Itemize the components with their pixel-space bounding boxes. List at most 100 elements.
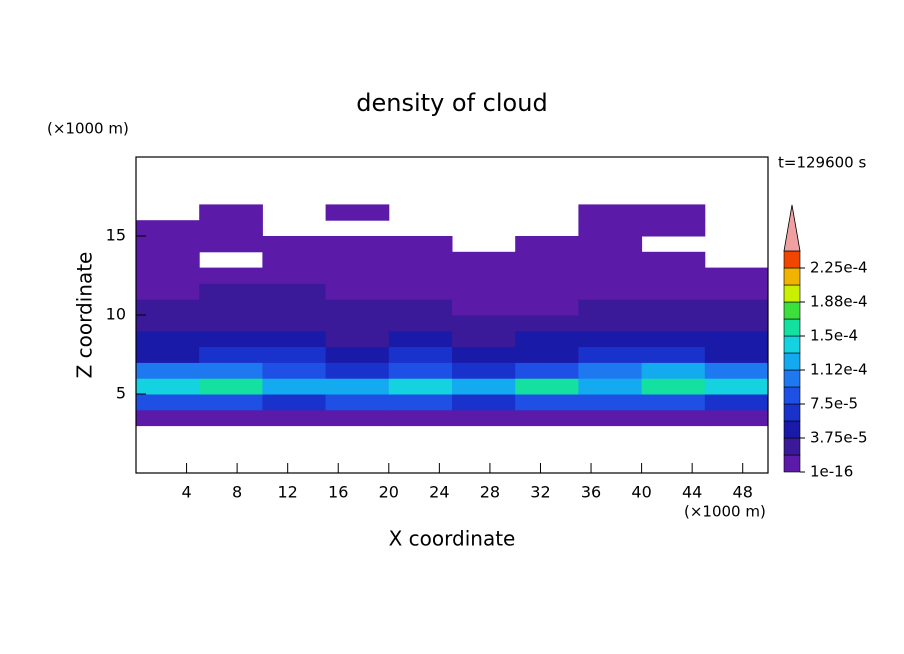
contour-cell	[578, 251, 643, 269]
contour-cell	[578, 394, 643, 411]
contour-cell	[262, 409, 327, 427]
contour-cell	[325, 378, 390, 395]
contour-cell	[452, 251, 516, 269]
contour-cell	[578, 330, 643, 348]
contour-cell	[641, 204, 706, 221]
contour-cell	[515, 346, 579, 363]
contour-cell	[262, 267, 327, 284]
contour-cell	[136, 409, 200, 427]
contour-cell	[136, 394, 200, 411]
x-tick-label: 24	[429, 483, 449, 502]
y-tick-label: 5	[116, 384, 126, 403]
contour-cell	[325, 299, 390, 316]
contour-cell	[262, 315, 327, 332]
contour-cell	[515, 330, 579, 348]
colorbar-band	[783, 420, 801, 439]
colorbar-band	[783, 454, 801, 473]
contour-cell	[704, 394, 769, 411]
contour-cell	[641, 267, 706, 284]
contour-cell	[388, 315, 453, 332]
contour-cell	[199, 378, 263, 395]
contour-cell	[641, 220, 706, 237]
contour-cell	[325, 251, 390, 269]
contour-cell	[515, 378, 579, 395]
x-tick-label: 48	[733, 483, 753, 502]
colorbar-band	[783, 284, 801, 303]
contour-cell	[641, 315, 706, 332]
contour-cell	[641, 283, 706, 300]
contour-cell	[262, 283, 327, 300]
contour-cell	[388, 267, 453, 284]
x-tick-label: 12	[278, 483, 298, 502]
contour-cell	[704, 378, 769, 395]
contour-cell	[704, 283, 769, 300]
contour-cell	[325, 204, 390, 221]
contour-cell	[515, 267, 579, 284]
contour-cell	[325, 267, 390, 284]
colorbar-band	[783, 437, 801, 456]
contour-cell	[641, 330, 706, 348]
contour-cell	[452, 299, 516, 316]
contour-cell	[262, 378, 327, 395]
contour-cell	[199, 283, 263, 300]
contour-cell	[136, 346, 200, 363]
x-unit: (×1000 m)	[684, 503, 766, 521]
contour-cell	[704, 315, 769, 332]
x-tick-label: 4	[181, 483, 191, 502]
contour-cell	[325, 283, 390, 300]
contour-cell	[452, 330, 516, 348]
contour-cell	[515, 299, 579, 316]
contour-cell	[452, 346, 516, 363]
x-tick-label: 28	[480, 483, 500, 502]
contour-cell	[325, 409, 390, 427]
contour-cell	[578, 409, 643, 427]
contour-cell	[262, 394, 327, 411]
contour-cell	[262, 330, 327, 348]
contour-cell	[515, 409, 579, 427]
contour-cell	[262, 236, 327, 253]
contour-cell	[452, 409, 516, 427]
contour-cell	[704, 409, 769, 427]
contour-cell	[136, 362, 200, 379]
contour-cell	[641, 362, 706, 379]
contour-cell	[325, 315, 390, 332]
contour-cell	[704, 330, 769, 348]
annotation: t=129600 s	[778, 154, 866, 172]
contour-cell	[199, 236, 263, 253]
contour-cell	[136, 283, 200, 300]
colorbar-tick-label: 1.88e-4	[810, 293, 868, 311]
y-axis-title: Z coordinate	[73, 252, 97, 379]
contour-cell	[578, 267, 643, 284]
contour-cell	[388, 378, 453, 395]
colorbar-band	[783, 301, 801, 320]
contour-cell	[515, 283, 579, 300]
contour-cell	[578, 346, 643, 363]
contour-cell	[515, 236, 579, 253]
contour-cell	[199, 362, 263, 379]
contour-cell	[262, 251, 327, 269]
contour-cell	[136, 378, 200, 395]
contour-cell	[388, 283, 453, 300]
contour-cell	[452, 267, 516, 284]
contour-cell	[641, 409, 706, 427]
contour-cell	[136, 330, 200, 348]
contour-cell	[452, 283, 516, 300]
contour-cell	[199, 409, 263, 427]
contour-cell	[515, 394, 579, 411]
colorbar-band	[783, 352, 801, 371]
y-tick-label: 10	[106, 305, 126, 324]
contour-cell	[262, 299, 327, 316]
colorbar-band	[783, 403, 801, 422]
colorbar-tick-label: 1.5e-4	[810, 327, 858, 345]
contour-cell	[199, 394, 263, 411]
x-tick-label: 20	[379, 483, 399, 502]
contour-cell	[704, 299, 769, 316]
colorbar-band	[783, 335, 801, 354]
contour-cell	[388, 330, 453, 348]
contour-cell	[641, 378, 706, 395]
contour-cell	[262, 346, 327, 363]
contour-cell	[578, 236, 643, 253]
contour-cell	[199, 204, 263, 221]
x-axis-title: X coordinate	[389, 527, 516, 551]
contour-cell	[388, 236, 453, 253]
